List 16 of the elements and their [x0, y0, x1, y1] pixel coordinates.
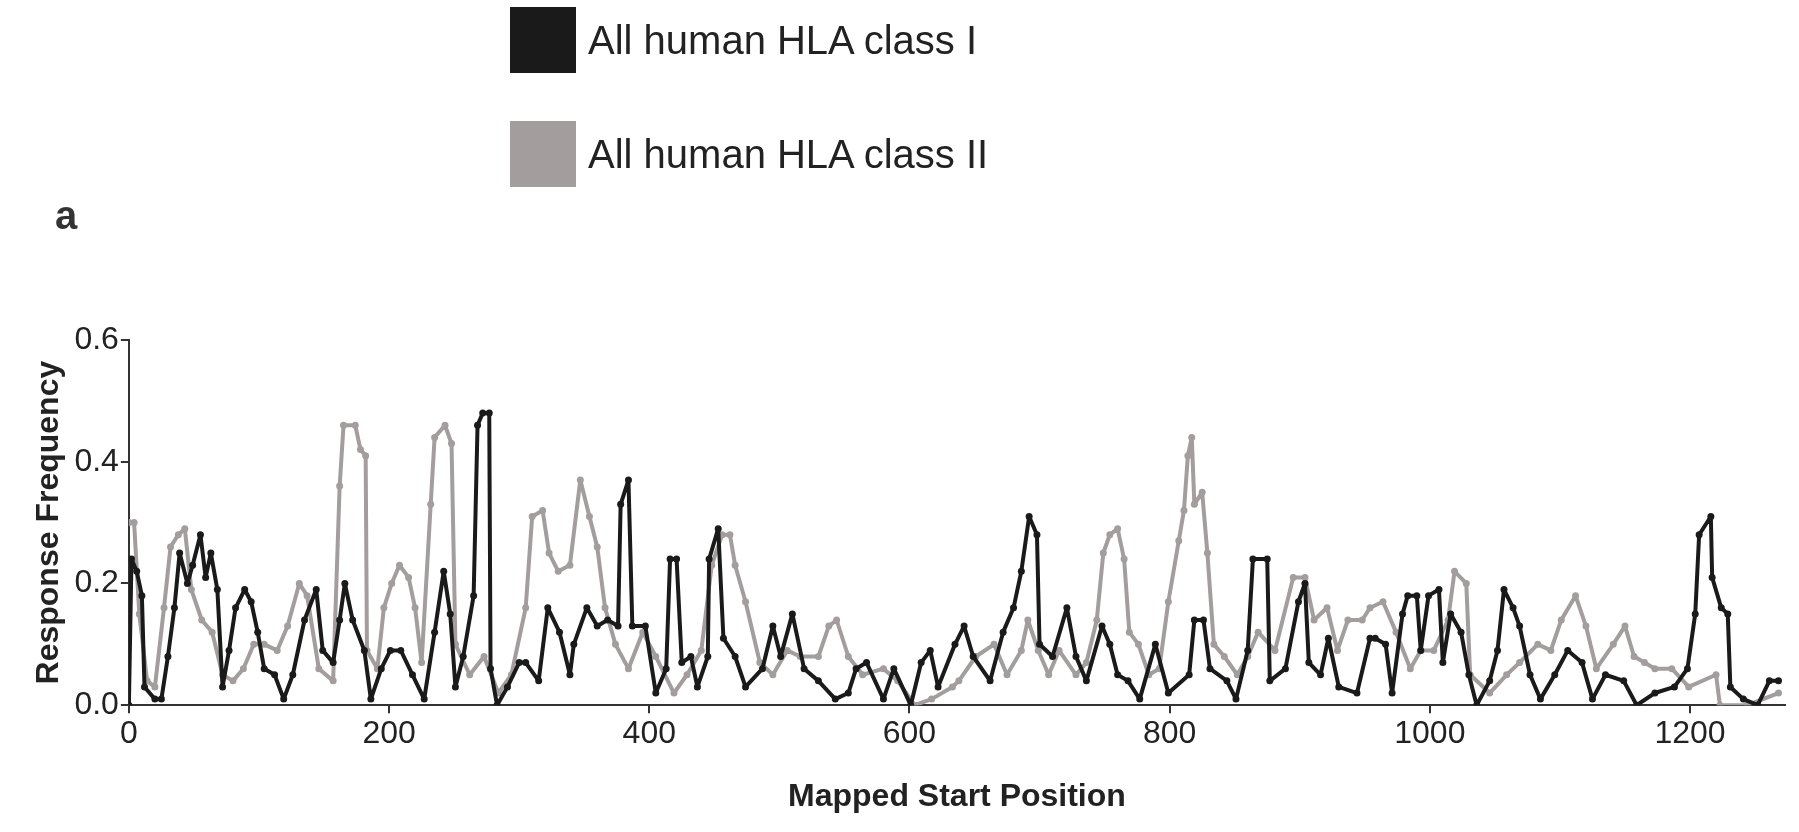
y-axis-title: Response Frequency — [29, 360, 66, 685]
x-tick-label: 600 — [882, 714, 937, 751]
x-tick-label: 800 — [1142, 714, 1197, 751]
y-tick-label: 0.6 — [74, 319, 119, 356]
legend-label: All human HLA class II — [588, 131, 989, 177]
x-tick-label: 400 — [622, 714, 676, 751]
x-axis-title: Mapped Start Position — [788, 776, 1126, 813]
y-tick-label: 0.0 — [74, 685, 119, 722]
x-tick-label: 1000 — [1394, 714, 1466, 751]
text: a — [55, 193, 78, 238]
x-tick-label: 0 — [119, 714, 138, 751]
legend-label: All human HLA class I — [588, 17, 978, 63]
x-tick-label: 1200 — [1654, 714, 1726, 751]
y-tick-label: 0.2 — [74, 563, 119, 600]
y-tick-label: 0.4 — [74, 441, 119, 478]
x-tick-label: 200 — [362, 714, 416, 751]
